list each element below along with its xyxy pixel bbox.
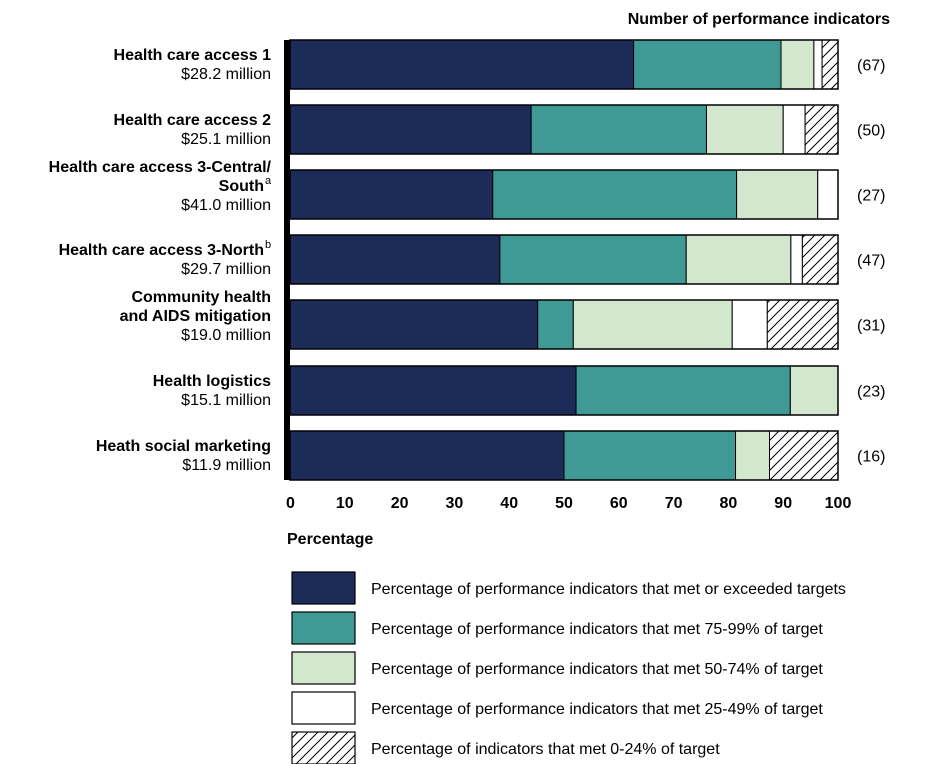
- x-tick-100: 100: [825, 495, 852, 512]
- bar-segment-2-4: [782, 104, 806, 155]
- x-tick-20: 20: [391, 495, 409, 512]
- indicator-count-3: (27): [857, 188, 885, 205]
- bar-segment-2-3: [705, 104, 784, 155]
- category-amount-1: $28.2 million: [181, 66, 271, 83]
- legend-swatch-2: [291, 611, 356, 645]
- legend-label-3: Percentage of performance indicators tha…: [371, 661, 823, 678]
- bar-segment-6-2: [575, 365, 791, 416]
- category-amount-3: $41.0 million: [181, 197, 271, 214]
- bar-segment-5-1: [289, 299, 539, 350]
- bar-segment-6-1: [289, 365, 577, 416]
- legend-label-1: Percentage of performance indicators tha…: [371, 581, 846, 598]
- category-name-5: Community health: [131, 289, 271, 306]
- indicator-count-4: (47): [857, 253, 885, 270]
- category-footnote-3: a: [265, 175, 272, 187]
- category-amount-5: $19.0 million: [181, 327, 271, 344]
- legend-swatch-5: [291, 731, 356, 764]
- count-header: Number of performance indicators: [628, 11, 890, 28]
- category-amount-6: $15.1 million: [181, 392, 271, 409]
- bar-segment-7-1: [289, 430, 565, 481]
- bar-segment-4-2: [499, 234, 687, 285]
- x-tick-60: 60: [610, 495, 628, 512]
- x-tick-30: 30: [446, 495, 464, 512]
- category-name-3: South: [219, 178, 264, 195]
- category-name-5: and AIDS mitigation: [120, 308, 271, 325]
- indicator-count-2: (50): [857, 123, 885, 140]
- category-labels: Health care access 1 $28.2 million Health …: [49, 47, 272, 474]
- bar-segment-5-5: [766, 299, 839, 350]
- bar-segment-5-2: [537, 299, 574, 350]
- bar-segment-7-5: [769, 430, 839, 481]
- bar-segment-3-1: [289, 169, 494, 220]
- bar-segment-5-4: [731, 299, 768, 350]
- legend-label-2: Percentage of performance indicators tha…: [371, 621, 823, 638]
- category-name-1: Health care access 1: [114, 47, 272, 64]
- legend-swatch-3: [291, 651, 356, 685]
- bar-segment-7-3: [735, 430, 770, 481]
- indicator-count-7: (16): [857, 449, 885, 466]
- bar-segment-6-3: [789, 365, 839, 416]
- category-name-6: Health logistics: [153, 373, 271, 390]
- indicator-count-1: (67): [857, 58, 885, 75]
- category-footnote-4: b: [265, 239, 271, 251]
- x-tick-10: 10: [336, 495, 354, 512]
- legend-label-4: Percentage of performance indicators tha…: [371, 701, 823, 718]
- x-tick-40: 40: [500, 495, 518, 512]
- bar-segment-1-3: [780, 39, 815, 90]
- x-tick-90: 90: [774, 495, 792, 512]
- indicator-count-6: (23): [857, 384, 885, 401]
- category-name-3: Health care access 3-Central/: [49, 159, 272, 176]
- bar-segment-4-4: [790, 234, 803, 285]
- x-axis-label: Percentage: [287, 531, 373, 548]
- x-tick-80: 80: [720, 495, 738, 512]
- bar-segment-1-2: [633, 39, 782, 90]
- category-name-2: Health care access 2: [114, 112, 272, 129]
- bar-segment-1-4: [813, 39, 823, 90]
- bar-segment-3-4: [817, 169, 839, 220]
- count-labels: (67) (50) (27) (47) (31) (23) (16): [857, 58, 885, 466]
- x-tick-70: 70: [665, 495, 683, 512]
- bar-segment-2-1: [289, 104, 532, 155]
- bars-group: [289, 39, 839, 481]
- x-tick-0: 0: [286, 495, 295, 512]
- category-amount-4: $29.7 million: [181, 261, 271, 278]
- bar-segment-3-3: [736, 169, 819, 220]
- legend-swatch-1: [291, 571, 356, 605]
- bar-segment-4-3: [685, 234, 792, 285]
- bar-segment-3-2: [492, 169, 738, 220]
- x-tick-labels: 0 10 20 30 40 50 60 70 80 90 100: [286, 495, 851, 512]
- legend-label-5: Percentage of indicators that met 0-24% …: [371, 741, 720, 758]
- bar-segment-1-1: [289, 39, 635, 90]
- x-tick-50: 50: [555, 495, 573, 512]
- indicator-count-5: (31): [857, 318, 885, 335]
- bar-segment-7-2: [563, 430, 737, 481]
- legend: Percentage of performance indicators tha…: [291, 571, 846, 764]
- bar-segment-2-5: [804, 104, 839, 155]
- bar-segment-5-3: [572, 299, 733, 350]
- legend-swatch-4: [291, 691, 356, 725]
- bar-segment-2-2: [530, 104, 707, 155]
- category-name-4: Health care access 3-North: [59, 242, 264, 259]
- category-amount-2: $25.1 million: [181, 131, 271, 148]
- bar-segment-1-5: [821, 39, 839, 90]
- category-amount-7: $11.9 million: [182, 457, 271, 474]
- bar-segment-4-1: [289, 234, 501, 285]
- bar-segment-4-5: [801, 234, 839, 285]
- category-name-7: Heath social marketing: [96, 438, 271, 455]
